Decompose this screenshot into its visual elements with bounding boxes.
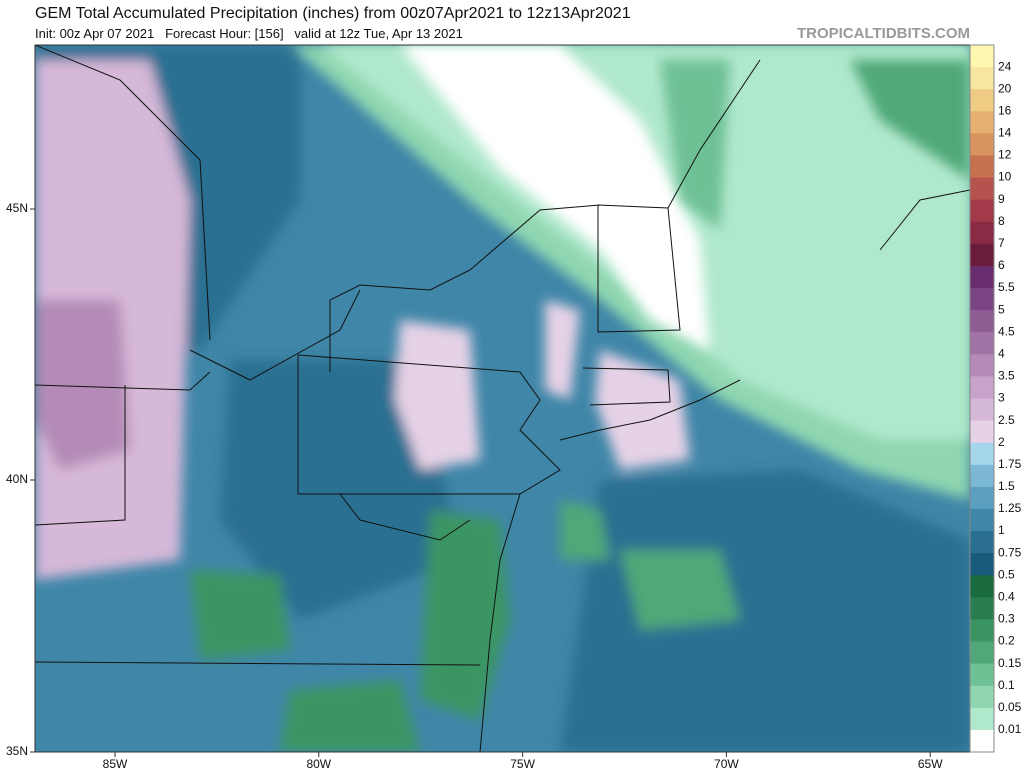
- colorbar-label: 0.3: [998, 612, 1015, 626]
- colorbar-swatch: [970, 89, 994, 112]
- lat-label: 35N: [6, 744, 28, 758]
- colorbar-label: 6: [998, 258, 1005, 272]
- colorbar-swatch: [970, 45, 994, 68]
- colorbar: 24 20 16 14 12 10 9 8 7 6 5.5 5 4.5 4 3.5 3 2.5 2 1.75 1.5 1…: [969, 44, 1022, 753]
- colorbar-swatch: [970, 420, 994, 444]
- lat-label: 45N: [6, 201, 28, 215]
- colorbar-swatch: [970, 265, 994, 289]
- colorbar-label: 1.5: [998, 479, 1015, 493]
- colorbar-label: 0.01: [998, 722, 1022, 736]
- title: GEM Total Accumulated Precipitation (inc…: [35, 5, 631, 22]
- colorbar-label: 14: [998, 126, 1012, 140]
- colorbar-swatch: [970, 442, 994, 466]
- colorbar-label: 3.5: [998, 369, 1015, 383]
- colorbar-label: 3: [998, 391, 1005, 405]
- colorbar-label: 9: [998, 192, 1005, 206]
- colorbar-label: 0.5: [998, 567, 1015, 581]
- colorbar-swatch: [970, 177, 994, 201]
- colorbar-label: 1.25: [998, 501, 1022, 515]
- colorbar-swatch: [970, 199, 994, 223]
- colorbar-swatch: [970, 685, 994, 709]
- colorbar-swatch: [970, 376, 994, 399]
- colorbar-label: 10: [998, 170, 1012, 184]
- lat-label: 40N: [6, 472, 28, 486]
- colorbar-swatch: [970, 67, 994, 90]
- colorbar-swatch: [970, 133, 994, 156]
- colorbar-swatch: [970, 707, 994, 731]
- colorbar-label: 24: [998, 59, 1012, 73]
- colorbar-swatch: [970, 553, 994, 576]
- boundaries: [35, 45, 970, 752]
- colorbar-swatch: [970, 354, 994, 377]
- colorbar-label: 0.05: [998, 700, 1022, 714]
- colorbar-swatch: [970, 575, 994, 598]
- colorbar-label: 1: [998, 523, 1005, 537]
- colorbar-label: 4: [998, 346, 1005, 360]
- colorbar-label: 1.75: [998, 457, 1022, 471]
- colorbar-swatch: [970, 243, 994, 267]
- colorbar-frame: [969, 44, 995, 753]
- subtitle: Init: 00z Apr 07 2021 Forecast Hour: [15…: [35, 26, 463, 41]
- lon-label: 75W: [510, 757, 535, 771]
- colorbar-swatch: [970, 531, 994, 554]
- colorbar-swatch: [970, 486, 994, 510]
- colorbar-swatch: [970, 508, 994, 532]
- colorbar-swatch: [970, 288, 994, 311]
- colorbar-swatch: [970, 597, 994, 620]
- colorbar-swatch: [970, 155, 994, 179]
- colorbar-label: 4.5: [998, 324, 1015, 338]
- colorbar-label: 0.75: [998, 545, 1022, 559]
- colorbar-label: 8: [998, 214, 1005, 228]
- colorbar-label: 5.5: [998, 280, 1015, 294]
- colorbar-label: 2: [998, 435, 1005, 449]
- axis-labels: 45N 40N 35N 85W 80W 75W 70W 65W: [6, 201, 943, 771]
- colorbar-swatch: [970, 641, 994, 665]
- colorbar-label: 5: [998, 302, 1005, 316]
- colorbar-label: 0.4: [998, 590, 1015, 604]
- colorbar-swatch: [970, 310, 994, 333]
- colorbar-swatch: [970, 663, 994, 687]
- colorbar-swatch: [970, 464, 994, 488]
- colorbar-swatch: [970, 398, 994, 422]
- colorbar-label: 12: [998, 148, 1012, 162]
- colorbar-label: 16: [998, 103, 1012, 117]
- colorbar-label: 0.15: [998, 656, 1022, 670]
- colorbar-label: 20: [998, 81, 1012, 95]
- lon-label: 65W: [918, 757, 943, 771]
- lon-label: 70W: [714, 757, 739, 771]
- lon-label: 85W: [103, 757, 128, 771]
- lon-label: 80W: [306, 757, 331, 771]
- colorbar-swatch: [970, 619, 994, 643]
- colorbar-swatch: [970, 111, 994, 134]
- colorbar-label: 0.1: [998, 678, 1015, 692]
- colorbar-label: 0.2: [998, 634, 1015, 648]
- colorbar-swatch: [970, 221, 994, 245]
- colorbar-label: 7: [998, 236, 1005, 250]
- site-credit: TROPICALTIDBITS.COM: [796, 25, 970, 42]
- precip-field: [35, 45, 970, 752]
- colorbar-swatch: [970, 332, 994, 355]
- colorbar-swatch: [970, 729, 994, 753]
- colorbar-label: 2.5: [998, 413, 1015, 427]
